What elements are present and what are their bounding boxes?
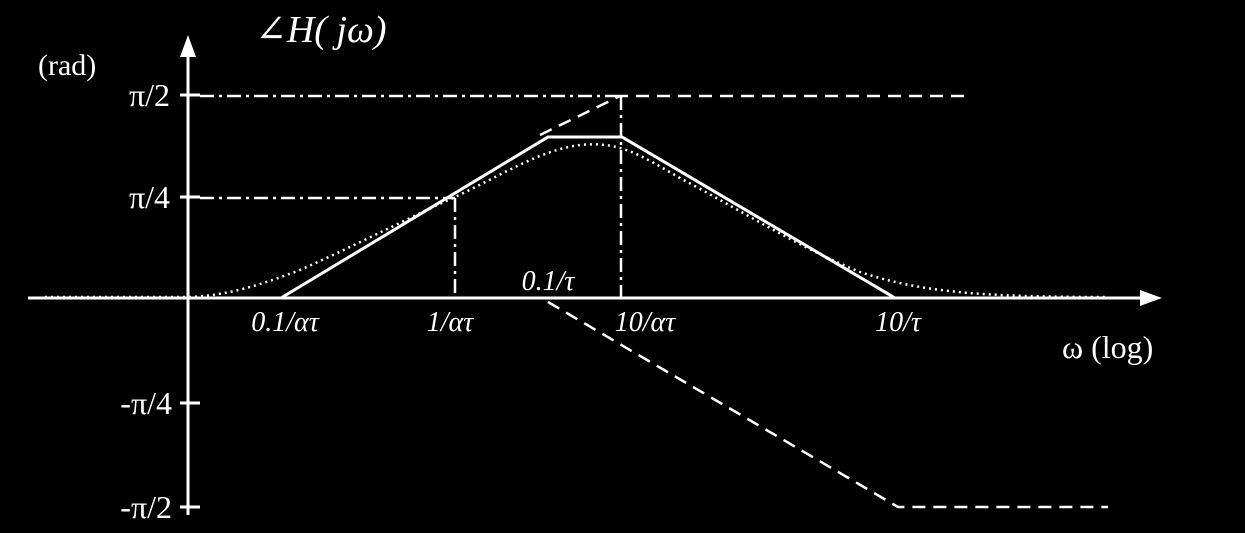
guide-lines [200,94,623,298]
y-tick-label-neg-pi-2: -π/2 [120,489,172,525]
y-axis-title: ∠H( jω) [255,9,386,51]
x-label-1-alpha-tau: 1/ατ [427,307,474,338]
x-axis-title: ω (log) [1062,329,1153,365]
y-tick-label-pi-2: π/2 [129,77,170,113]
y-axis-arrow [180,35,196,57]
x-label-0-1-alpha-tau: 0.1/ατ [251,307,319,338]
approx-phase-curve [280,135,896,300]
y-tick-label-pi-4: π/4 [129,179,170,215]
y-tick-label-neg-pi-4: -π/4 [120,385,172,421]
y-axis-unit: (rad) [38,49,96,82]
asymptote-lines [539,94,1108,509]
axes [28,35,1162,515]
x-label-10-alpha-tau: 10/ατ [615,307,676,338]
x-label-10-tau: 10/τ [875,307,922,338]
x-axis-arrow [1140,290,1162,306]
x-label-0-1-tau: 0.1/τ [522,266,576,297]
zero-asymptote [539,94,965,137]
pole-asymptote [547,300,1108,509]
exact-phase-curve [45,143,1109,299]
